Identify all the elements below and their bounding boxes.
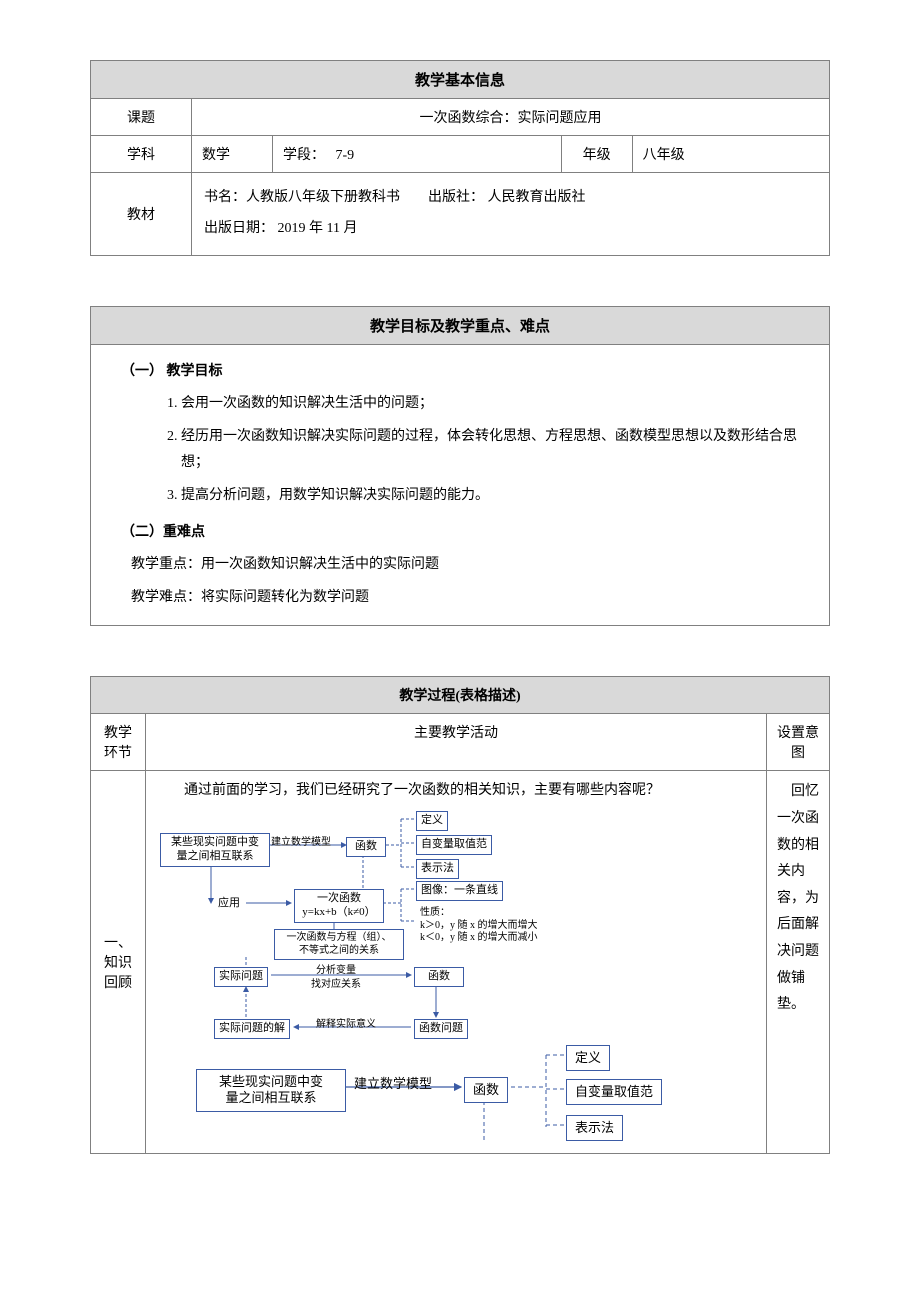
- node-real-problem: 实际问题: [214, 967, 268, 987]
- stage-label: 学段：: [283, 148, 325, 163]
- textbook-cell: 书名：人教版八年级下册教科书 出版社： 人民教育出版社 出版日期： 2019 年…: [192, 173, 830, 256]
- big-node-domain: 自变量取值范: [566, 1079, 662, 1105]
- stage1-intent: 回忆一次函数的相关内容，为后面解决问题做铺垫。: [766, 771, 829, 1154]
- pub-date: 出版日期： 2019 年 11 月: [204, 221, 357, 236]
- knowledge-review-flowchart: 某些现实问题中变量之间相互联系 建立数学模型 函数 定义 自变量取值范 表示法 …: [156, 811, 546, 1041]
- goal-item-1: 会用一次函数的知识解决生活中的问题；: [181, 391, 819, 418]
- goals-sec1: （一） 教学目标: [121, 359, 819, 386]
- goals-body: （一） 教学目标 会用一次函数的知识解决生活中的问题； 经历用一次函数知识解决实…: [91, 344, 830, 626]
- basic-info-header: 教学基本信息: [91, 61, 830, 99]
- book-name: 书名：人教版八年级下册教科书: [204, 190, 400, 205]
- goals-header: 教学目标及教学重点、难点: [91, 306, 830, 344]
- node-function: 函数: [346, 837, 386, 857]
- process-col3: 设置意图: [766, 714, 829, 771]
- topic-value: 一次函数综合：实际问题应用: [192, 99, 830, 136]
- edge-application: 应用: [214, 895, 244, 913]
- textbook-label: 教材: [91, 173, 192, 256]
- node-representation: 表示法: [416, 859, 459, 879]
- big-node-definition: 定义: [566, 1045, 610, 1071]
- edge-build-model: 建立数学模型: [271, 833, 331, 848]
- basic-info-table: 教学基本信息 课题 一次函数综合：实际问题应用 学科 数学 学段： 7-9 年级…: [90, 60, 830, 256]
- stage1-label: 一、知识回顾: [91, 771, 146, 1154]
- topic-label: 课题: [91, 99, 192, 136]
- goal-item-3: 提高分析问题，用数学知识解决实际问题的能力。: [181, 483, 819, 510]
- node-real-solution: 实际问题的解: [214, 1019, 290, 1039]
- process-col1: 教学环节: [91, 714, 146, 771]
- publisher: 出版社： 人民教育出版社: [428, 190, 586, 205]
- knowledge-review-flowchart-large: 某些现实问题中变量之间相互联系 建立数学模型 函数 定义 自变量取值范 表示法: [156, 1045, 756, 1145]
- edge-find-relation: 找对应关系: [311, 975, 361, 990]
- difficulty: 教学难点：将实际问题转化为数学问题: [131, 585, 819, 612]
- node-domain: 自变量取值范: [416, 835, 492, 855]
- stage1-activity: 通过前面的学习，我们已经研究了一次函数的相关知识，主要有哪些内容呢？: [145, 771, 766, 1154]
- edge-analyze-vars: 分析变量: [316, 961, 356, 976]
- grade-value: 八年级: [632, 136, 829, 173]
- goals-table: 教学目标及教学重点、难点 （一） 教学目标 会用一次函数的知识解决生活中的问题；…: [90, 306, 830, 627]
- subject-value: 数学: [192, 136, 273, 173]
- stage1-intro: 通过前面的学习，我们已经研究了一次函数的相关知识，主要有哪些内容呢？: [156, 779, 756, 803]
- goals-list: 会用一次函数的知识解决生活中的问题； 经历用一次函数知识解决实际问题的过程，体会…: [181, 391, 819, 509]
- node-func-problem: 函数问题: [414, 1019, 468, 1039]
- big-node-real-vars: 某些现实问题中变量之间相互联系: [196, 1069, 346, 1112]
- node-graph-line: 图像：一条直线: [416, 881, 503, 901]
- process-col2: 主要教学活动: [145, 714, 766, 771]
- process-header: 教学过程(表格描述): [91, 677, 830, 714]
- goal-item-2: 经历用一次函数知识解决实际问题的过程，体会转化思想、方程思想、函数模型思想以及数…: [181, 424, 819, 477]
- subject-label: 学科: [91, 136, 192, 173]
- node-properties: 性质：k＞0，y 随 x 的增大而增大k＜0，y 随 x 的增大而减小: [416, 905, 552, 947]
- grade-label: 年级: [561, 136, 632, 173]
- node-real-problem-vars: 某些现实问题中变量之间相互联系: [160, 833, 270, 867]
- stage-cell: 学段： 7-9: [273, 136, 562, 173]
- stage-value: 7-9: [336, 148, 355, 163]
- node-eq-ineq: 一次函数与方程（组）、不等式之间的关系: [274, 929, 404, 960]
- big-edge-model: 建立数学模型: [354, 1073, 432, 1092]
- big-node-representation: 表示法: [566, 1115, 623, 1141]
- node-function-2: 函数: [414, 967, 464, 987]
- process-table: 教学过程(表格描述) 教学环节 主要教学活动 设置意图 一、知识回顾 通过前面的…: [90, 676, 830, 1154]
- edge-interpret: 解释实际意义: [316, 1015, 376, 1030]
- node-linear-func: 一次函数y=kx+b（k≠0）: [294, 889, 384, 923]
- node-definition: 定义: [416, 811, 448, 831]
- goals-sec2: （二）重难点: [121, 520, 819, 547]
- big-node-function: 函数: [464, 1077, 508, 1103]
- key-point: 教学重点：用一次函数知识解决生活中的实际问题: [131, 552, 819, 579]
